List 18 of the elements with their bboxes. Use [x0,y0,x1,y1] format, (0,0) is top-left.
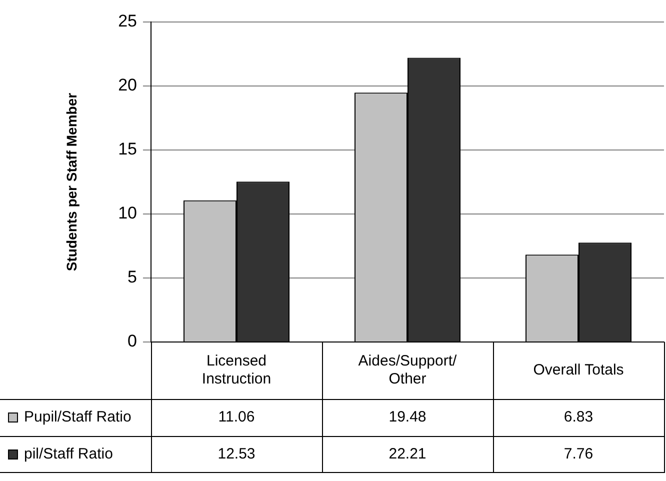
x-tick-label: Aides/Support/ Other [358,352,458,388]
data-label: 19.48 [388,408,426,426]
x-tick-label: Licensed Instruction [202,352,272,388]
y-tick-label: 25 [118,12,137,31]
x-tick-label: Overall Totals [533,362,624,379]
data-label: 12.53 [218,446,256,463]
legend-label: Pupil/Staff Ratio [24,408,132,426]
data-label: 7.76 [564,446,594,463]
y-tick-label: 15 [118,140,137,159]
data-label: 6.83 [564,408,594,426]
y-tick-label: 10 [118,204,137,223]
y-tick-label: 20 [118,76,137,95]
legend-label: pil/Staff Ratio [24,446,113,463]
y-tick-label: 5 [128,268,137,287]
y-axis-title: Students per Staff Member [63,92,80,272]
y-tick-label: 0 [128,332,137,351]
data-label: 11.06 [218,408,255,426]
data-label: 22.21 [388,446,426,463]
